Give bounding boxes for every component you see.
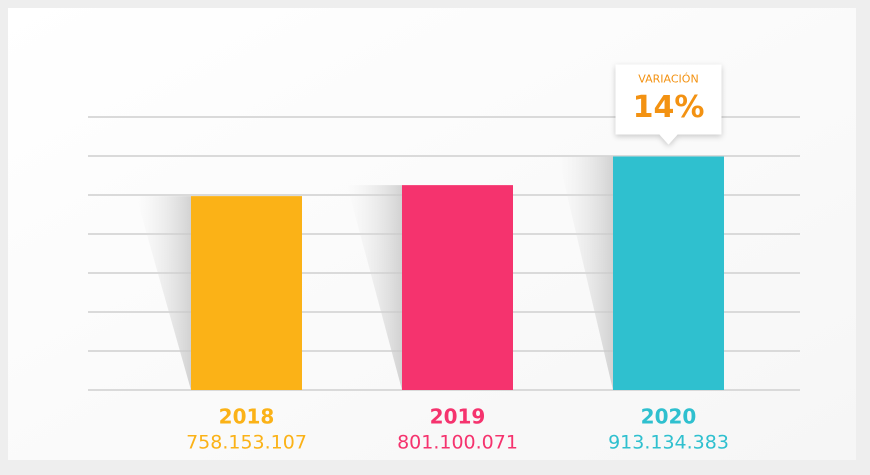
bar — [402, 185, 513, 390]
callout-title: VARIACIÓN — [638, 72, 698, 85]
bar — [613, 156, 724, 390]
value-label: 758.153.107 — [186, 432, 307, 454]
category-label: 2020 — [641, 405, 697, 429]
category-label: 2018 — [219, 405, 275, 429]
callout — [615, 64, 722, 145]
category-label: 2019 — [430, 405, 486, 429]
bar-shadow — [136, 196, 191, 390]
value-label: 913.134.383 — [608, 432, 729, 454]
callout-text: 14% — [633, 90, 705, 125]
bar — [191, 196, 302, 390]
value-label: 801.100.071 — [397, 432, 518, 454]
bar-shadow — [347, 185, 402, 390]
bar-shadow — [558, 156, 613, 390]
